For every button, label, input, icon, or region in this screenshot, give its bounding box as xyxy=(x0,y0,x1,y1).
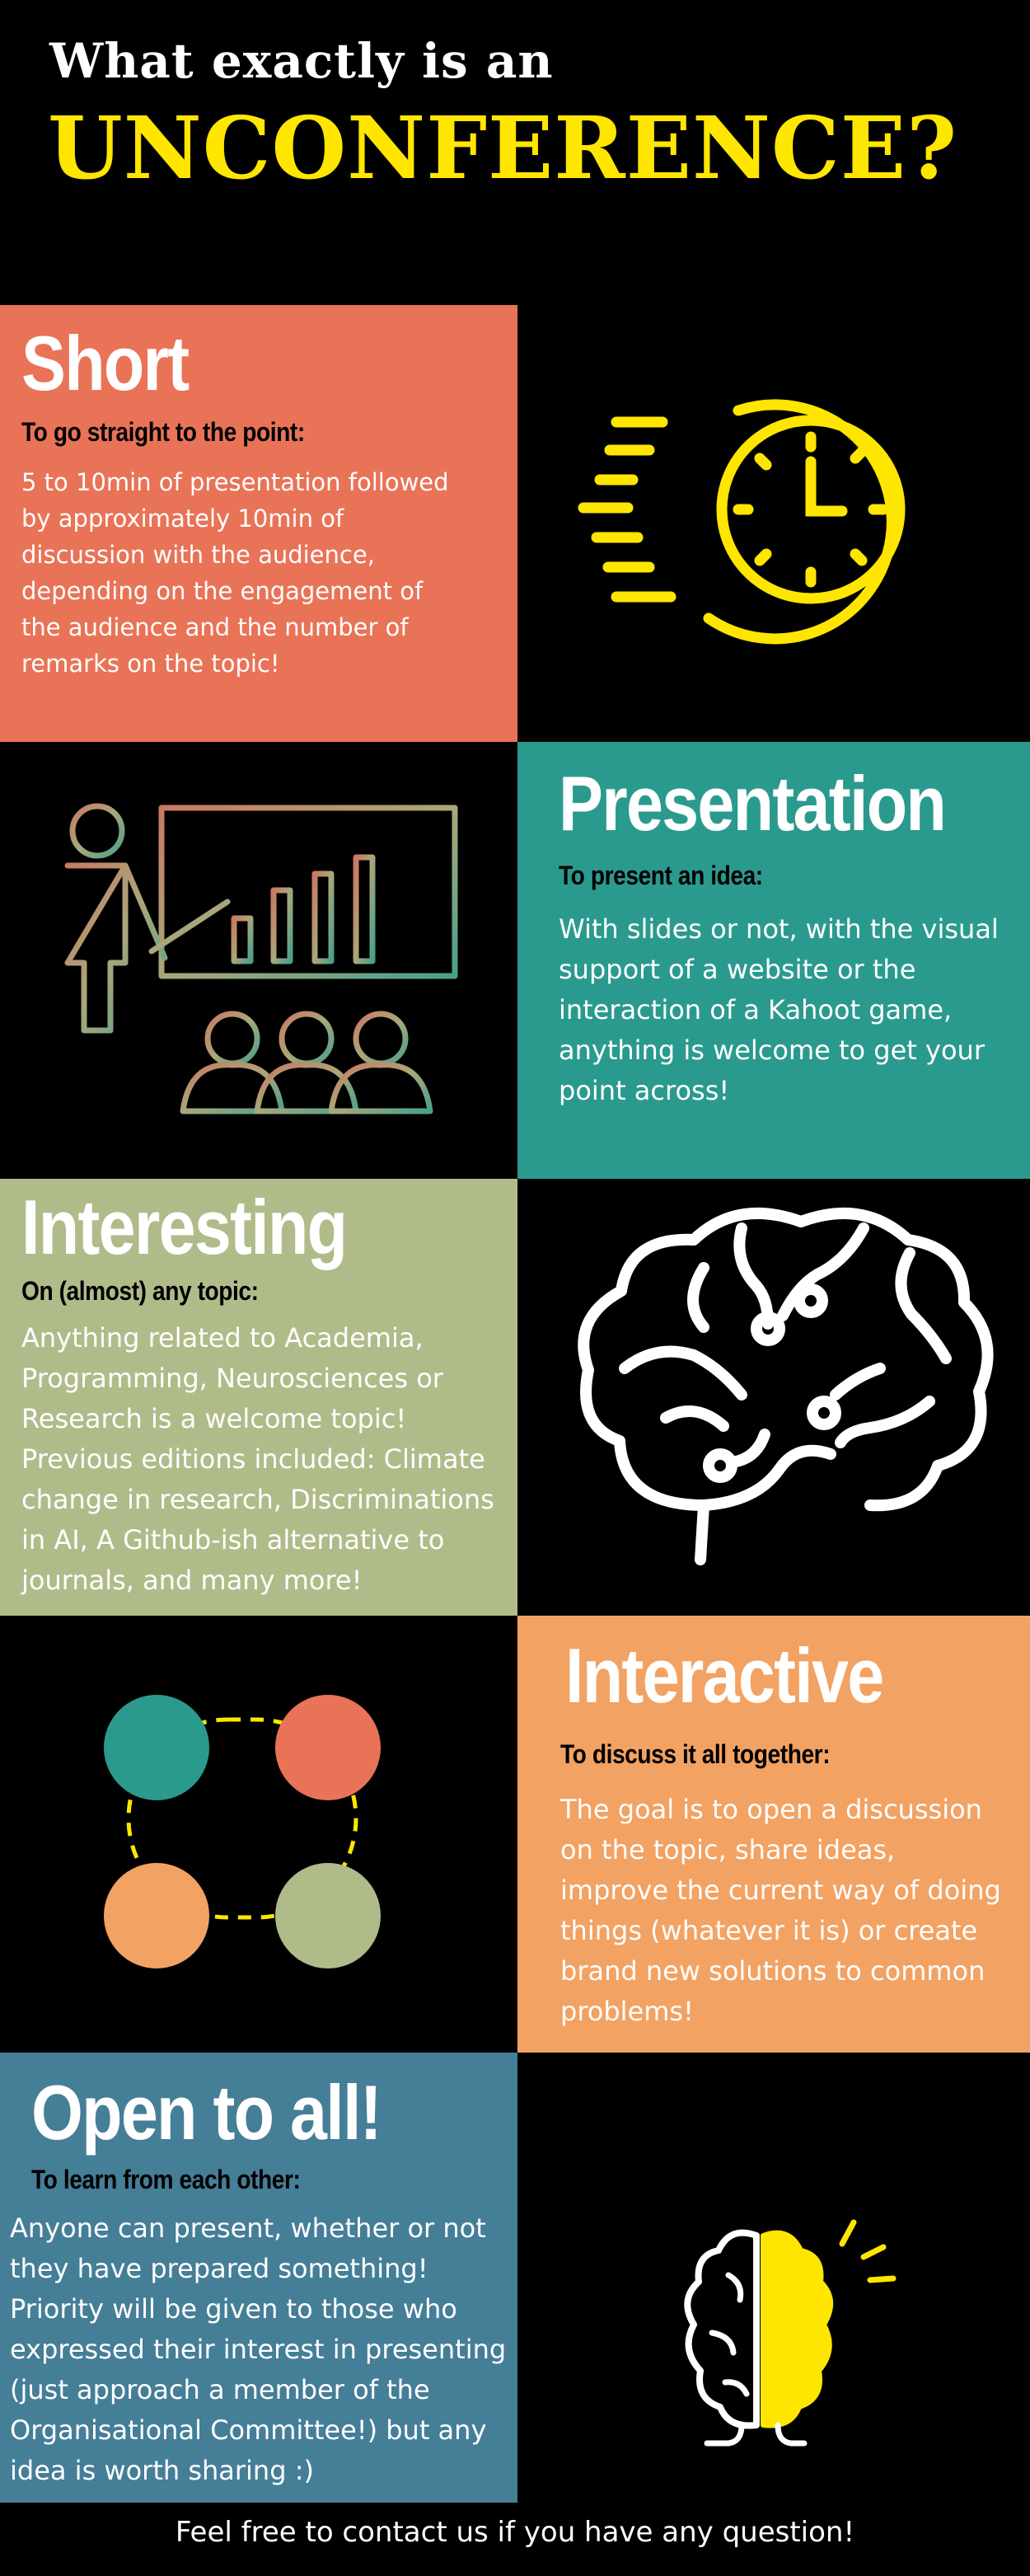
coral-circle xyxy=(275,1695,381,1800)
clock-icon xyxy=(578,399,906,645)
section-body: Anything related to Academia, Programmin… xyxy=(21,1322,494,1596)
section-heading: Short xyxy=(21,320,190,406)
section-heading: Open to all! xyxy=(31,2069,382,2156)
section-open-to-all: Open to all! To learn from each other: A… xyxy=(0,2053,517,2503)
section-subheading: On (almost) any topic: xyxy=(21,1276,259,1306)
section-body: With slides or not, with the visual supp… xyxy=(559,913,999,1106)
connected-circles-icon xyxy=(104,1695,381,1968)
teal-circle xyxy=(104,1695,209,1800)
section-subheading: To present an idea: xyxy=(559,861,763,890)
section-body: 5 to 10min of presentation followed by a… xyxy=(21,468,449,678)
section-heading: Presentation xyxy=(559,760,947,847)
presentation-icon xyxy=(64,803,458,1114)
section-interactive: Interactive To discuss it all together: … xyxy=(517,1616,1030,2053)
orange-circle xyxy=(104,1863,209,1968)
title-big: UNCONFERENCE? xyxy=(48,97,958,199)
title-small: What exactly is an xyxy=(49,33,554,89)
section-subheading: To go straight to the point: xyxy=(21,417,305,447)
brain-circuit-icon xyxy=(578,1208,994,1565)
section-subheading: To discuss it all together: xyxy=(560,1739,831,1769)
section-short: Short To go straight to the point: 5 to … xyxy=(0,305,517,742)
section-heading: Interesting xyxy=(21,1184,348,1270)
section-heading: Interactive xyxy=(565,1632,884,1719)
lightbulb-brain-icon xyxy=(684,2219,897,2447)
section-body: The goal is to open a discussion on the … xyxy=(560,1794,1001,2027)
section-presentation: Presentation To present an idea: With sl… xyxy=(517,742,1030,1179)
section-subheading: To learn from each other: xyxy=(31,2165,301,2194)
section-interesting: Interesting On (almost) any topic: Anyth… xyxy=(0,1179,517,1616)
section-body: Anyone can present, whether or not they … xyxy=(10,2212,507,2486)
footer-text: Feel free to contact us if you have any … xyxy=(175,2516,855,2549)
sage-circle xyxy=(275,1863,381,1968)
